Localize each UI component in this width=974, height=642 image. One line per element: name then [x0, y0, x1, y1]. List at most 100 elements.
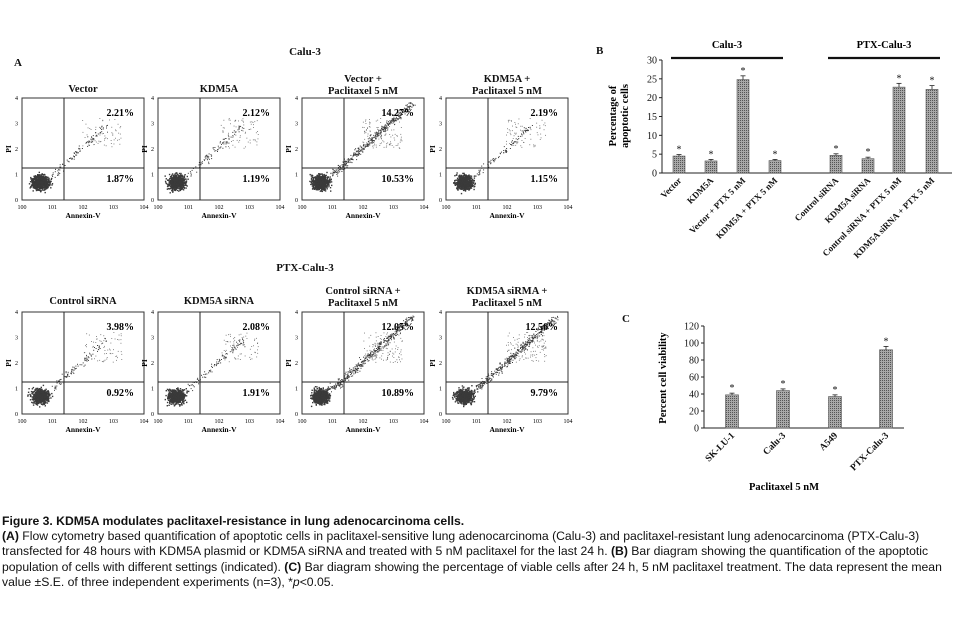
y-tick-label: 10	[647, 131, 657, 142]
flow-plot-x-label: Annexin-V	[489, 425, 525, 434]
flow-plot-title: KDM5A siRMA + Paclitaxel 5 nM	[426, 286, 588, 310]
flow-plot-y-tick: 1	[151, 387, 154, 393]
flow-plot-x-tick: 101	[48, 419, 57, 425]
flow-plot-y-label: PI	[284, 145, 293, 153]
y-tick-label: 0	[652, 169, 657, 180]
upper-right-percentage: 12.05%	[382, 322, 415, 333]
bar	[768, 160, 782, 174]
flow-plot-x-label: Annexin-V	[65, 211, 101, 220]
flow-plot-y-tick: 2	[151, 147, 154, 153]
flow-plot: 0 1 2 3 4 100 101 102 103 104 Annexin-V PI 12.56% 9.7…	[428, 310, 573, 434]
flow-plot-frame	[21, 311, 145, 415]
lower-right-percentage: 10.53%	[382, 174, 415, 185]
flow-plot-y-tick: 1	[295, 387, 298, 393]
flow-plot-dots	[164, 118, 259, 194]
flow-plot: 0 1 2 3 4 100 101 102 103 104 Annexin-V PI 2.08% 1.91…	[140, 310, 285, 434]
flow-plot-x-label: Annexin-V	[489, 211, 525, 220]
flow-plot-y-tick: 3	[295, 122, 298, 128]
significance-star: *	[709, 149, 714, 160]
flow-plot-y-tick: 0	[439, 198, 442, 204]
significance-star: *	[773, 149, 778, 160]
flow-plot-x-tick: 103	[109, 419, 118, 425]
flow-plot-x-tick: 101	[48, 205, 57, 211]
flow-plot-y-tick: 4	[15, 310, 18, 316]
lower-right-percentage: 1.15%	[531, 174, 559, 185]
flow-plot-y-tick: 3	[151, 336, 154, 342]
y-tick-label: 5	[652, 150, 657, 161]
flow-plot-y-tick: 1	[15, 387, 18, 393]
flow-plot-title-line2: Paclitaxel 5 nM	[472, 86, 542, 97]
flow-plot-y-tick: 0	[151, 412, 154, 418]
panel-b-letter: B	[596, 45, 604, 57]
flow-plot-x-tick: 101	[328, 205, 337, 211]
flow-plot-y-tick: 3	[15, 336, 18, 342]
flow-plot-frame	[157, 311, 281, 415]
y-tick-label: 0	[694, 424, 699, 435]
flow-plot-title: KDM5A siRNA	[138, 296, 300, 308]
flow-plot-x-tick: 104	[564, 419, 573, 425]
bar	[861, 158, 875, 174]
panel-c-letter: C	[622, 313, 630, 325]
flow-plot-x-tick: 100	[154, 419, 163, 425]
flow-plot: 0 1 2 3 4 100 101 102 103 104 Annexin-V PI 2.12% 1.19…	[140, 96, 285, 220]
flow-plot-x-tick: 104	[276, 205, 285, 211]
y-tick-label: 20	[647, 93, 657, 104]
flow-plot-title-line1: Control siRNA	[49, 296, 117, 307]
bar	[879, 349, 893, 429]
bar	[829, 154, 843, 174]
lower-right-percentage: 1.91%	[243, 388, 271, 399]
flow-plot-x-tick: 104	[420, 205, 429, 211]
caption-a-label: (A)	[2, 529, 19, 544]
upper-right-percentage: 14.27%	[382, 108, 415, 119]
bar	[736, 79, 750, 174]
flow-plot-y-tick: 0	[439, 412, 442, 418]
upper-right-percentage: 2.12%	[243, 108, 271, 119]
flow-plot-y-tick: 0	[295, 412, 298, 418]
panel-a-ptx-calu3-title: PTX-Calu-3	[276, 262, 334, 274]
caption-b-text: Bar diagram showing the quantification o…	[2, 544, 929, 574]
flow-plot-title: Control siRNA + Paclitaxel 5 nM	[282, 286, 444, 310]
significance-star: *	[833, 385, 838, 396]
flow-plot-x-tick: 102	[215, 205, 224, 211]
flow-plot-x-tick: 102	[79, 419, 88, 425]
flow-plot: 0 1 2 3 4 100 101 102 103 104 Annexin-V PI 3.98% 0.92…	[4, 310, 149, 434]
flow-plot-y-label: PI	[140, 145, 149, 153]
bar	[828, 396, 842, 429]
bar	[925, 89, 939, 174]
flow-plot-title: KDM5A	[138, 84, 300, 96]
flow-plot-x-tick: 104	[420, 419, 429, 425]
flow-plot: 0 1 2 3 4 100 101 102 103 104 Annexin-V PI 14.27% 10.…	[284, 96, 429, 220]
flow-plot-x-tick: 100	[298, 419, 307, 425]
flow-plot-y-tick: 2	[439, 361, 442, 367]
flow-plot-y-label: PI	[284, 359, 293, 367]
flow-plot-y-tick: 3	[439, 122, 442, 128]
flow-plot-x-label: Annexin-V	[65, 425, 101, 434]
flow-plot-x-tick: 103	[389, 205, 398, 211]
flow-plot-x-tick: 100	[298, 205, 307, 211]
flow-plot-x-tick: 101	[328, 419, 337, 425]
flow-plot-x-tick: 102	[215, 419, 224, 425]
flow-plot-y-tick: 4	[439, 96, 442, 102]
y-axis-label-line1: Percentage of	[608, 85, 619, 146]
category-label: Vector + PTX 5 nM	[687, 175, 748, 236]
flow-plot-x-tick: 103	[245, 205, 254, 211]
significance-star: *	[781, 379, 786, 390]
flow-plot-y-tick: 4	[295, 96, 298, 102]
flow-plot-y-tick: 0	[15, 412, 18, 418]
y-axis-label: Percent cell viability	[658, 332, 669, 424]
flow-plot-frame	[445, 311, 569, 415]
flow-plot-x-tick: 104	[140, 419, 149, 425]
flow-plot-x-tick: 101	[472, 419, 481, 425]
y-tick-label: 30	[647, 56, 657, 67]
panel-a-letter: A	[14, 57, 22, 69]
flow-plot-dots	[451, 315, 559, 408]
y-tick-label: 25	[647, 74, 657, 85]
flow-plot-y-tick: 1	[151, 173, 154, 179]
upper-right-percentage: 2.08%	[243, 322, 271, 333]
flow-plot-y-label: PI	[428, 145, 437, 153]
flow-plot-x-tick: 103	[389, 419, 398, 425]
significance-star: *	[930, 76, 935, 87]
flow-plot-y-label: PI	[140, 359, 149, 367]
flow-plot-frame	[21, 97, 145, 201]
flow-plot-y-label: PI	[4, 359, 13, 367]
